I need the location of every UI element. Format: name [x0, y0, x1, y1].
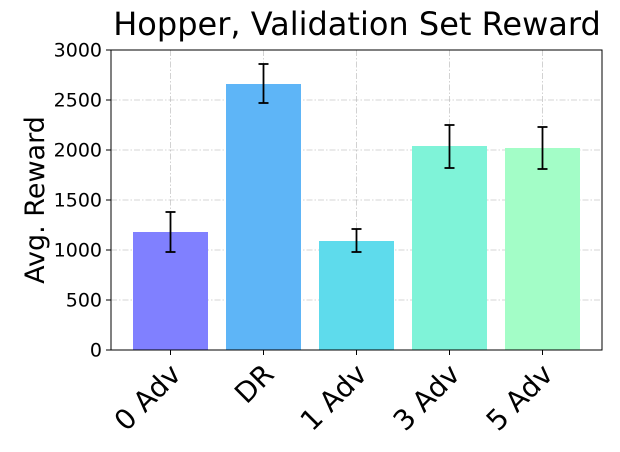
x-tick-label: 5 Adv [480, 358, 560, 438]
y-tick-label: 0 [90, 340, 102, 362]
chart-title: Hopper, Validation Set Reward [113, 5, 601, 43]
bar [319, 241, 394, 350]
bar [226, 84, 301, 350]
x-tick-label: 1 Adv [294, 358, 374, 438]
error-bars [165, 63, 548, 253]
bar [412, 146, 487, 350]
y-tick-label: 2500 [54, 90, 102, 112]
x-tick-label: DR [228, 358, 280, 410]
y-axis-label: Avg. Reward [20, 116, 51, 284]
bars [133, 84, 580, 350]
x-axis-ticks: 0 Adv DR 1 Adv 3 Adv 5 Adv [108, 350, 560, 438]
y-tick-label: 500 [66, 290, 102, 312]
y-tick-label: 1500 [54, 190, 102, 212]
x-tick-label: 0 Adv [108, 358, 188, 438]
x-tick-label: 3 Adv [387, 358, 467, 438]
y-tick-label: 2000 [54, 140, 102, 162]
y-tick-label: 1000 [54, 240, 102, 262]
bar [505, 148, 580, 350]
y-axis-ticks: 0 500 1000 1500 2000 2500 3000 [54, 40, 111, 362]
y-tick-label: 3000 [54, 40, 102, 62]
